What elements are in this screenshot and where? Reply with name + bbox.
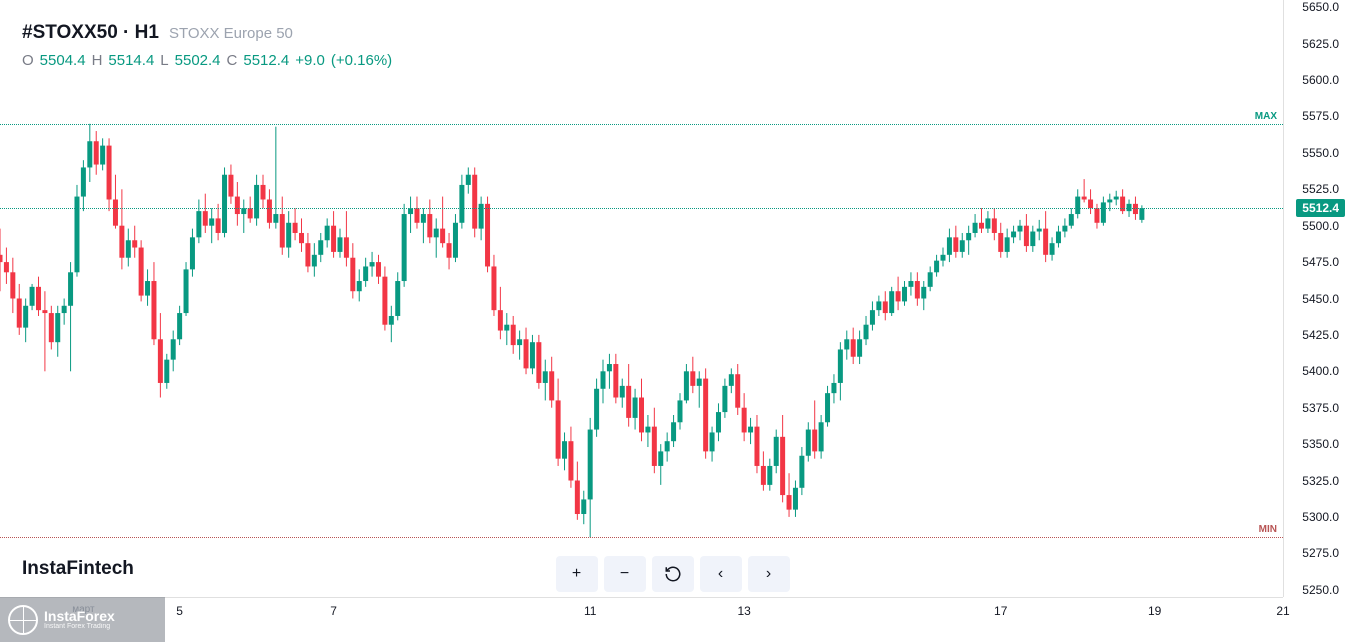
y-tick-label: 5350.0	[1302, 437, 1339, 451]
x-tick-label: 13	[737, 604, 750, 618]
time-axis[interactable]: 571113171921март	[0, 597, 1283, 642]
x-tick-label: 7	[330, 604, 337, 618]
zoom-in-button[interactable]: +	[556, 556, 598, 592]
reference-line: MAX	[0, 124, 1283, 125]
y-tick-label: 5375.0	[1302, 401, 1339, 415]
y-tick-label: 5550.0	[1302, 146, 1339, 160]
close-value: 5512.4	[243, 52, 289, 69]
y-tick-label: 5450.0	[1302, 292, 1339, 306]
open-value: 5504.4	[40, 52, 86, 69]
y-tick-label: 5625.0	[1302, 37, 1339, 51]
reset-icon	[664, 565, 682, 583]
y-tick-label: 5575.0	[1302, 109, 1339, 123]
x-tick-label: 5	[176, 604, 183, 618]
y-tick-label: 5525.0	[1302, 182, 1339, 196]
x-tick-label: 21	[1276, 604, 1289, 618]
y-tick-label: 5250.0	[1302, 583, 1339, 597]
y-tick-label: 5650.0	[1302, 0, 1339, 14]
x-tick-label: 17	[994, 604, 1007, 618]
change-pct-value: (+0.16%)	[331, 52, 392, 69]
chart-header: #STOXX50 · H1 STOXX Europe 50 O 5504.4 H…	[22, 22, 392, 69]
ohlc-readout: O 5504.4 H 5514.4 L 5502.4 C 5512.4 +9.0…	[22, 52, 392, 69]
reference-line-label: MIN	[1259, 524, 1277, 535]
current-price-badge: 5512.4	[1296, 199, 1345, 217]
globe-icon	[8, 605, 38, 635]
high-value: 5514.4	[108, 52, 154, 69]
open-label: O	[22, 52, 34, 69]
reference-line-label: MAX	[1255, 111, 1277, 122]
symbol-description: STOXX Europe 50	[169, 25, 293, 42]
reference-line: MIN	[0, 537, 1283, 538]
candlestick-svg	[0, 0, 1283, 597]
watermark-text: InstaFintech	[22, 558, 134, 580]
y-tick-label: 5475.0	[1302, 255, 1339, 269]
y-tick-label: 5425.0	[1302, 328, 1339, 342]
chart-plot-area[interactable]: MAX MIN	[0, 0, 1283, 597]
low-label: L	[160, 52, 168, 69]
y-tick-label: 5400.0	[1302, 364, 1339, 378]
logo-main: InstaForex	[44, 609, 115, 623]
price-axis[interactable]: 5250.0 5275.0 5300.0 5325.0 5350.0 5375.0 5400…	[1283, 0, 1345, 597]
symbol-title[interactable]: #STOXX50 · H1	[22, 22, 159, 44]
x-tick-label: 19	[1148, 604, 1161, 618]
brand-logo-overlay: InstaForex Instant Forex Trading	[0, 597, 165, 642]
chart-toolbar: + − ‹ ›	[556, 556, 790, 592]
x-tick-label: 11	[584, 604, 596, 618]
y-tick-label: 5500.0	[1302, 219, 1339, 233]
y-tick-label: 5600.0	[1302, 73, 1339, 87]
close-label: C	[227, 52, 238, 69]
low-value: 5502.4	[175, 52, 221, 69]
reset-button[interactable]	[652, 556, 694, 592]
high-label: H	[92, 52, 103, 69]
change-value: +9.0	[295, 52, 325, 69]
logo-sub: Instant Forex Trading	[44, 623, 115, 630]
prev-button[interactable]: ‹	[700, 556, 742, 592]
zoom-out-button[interactable]: −	[604, 556, 646, 592]
next-button[interactable]: ›	[748, 556, 790, 592]
y-tick-label: 5325.0	[1302, 474, 1339, 488]
y-tick-label: 5275.0	[1302, 546, 1339, 560]
y-tick-label: 5300.0	[1302, 510, 1339, 524]
reference-line	[0, 208, 1283, 209]
